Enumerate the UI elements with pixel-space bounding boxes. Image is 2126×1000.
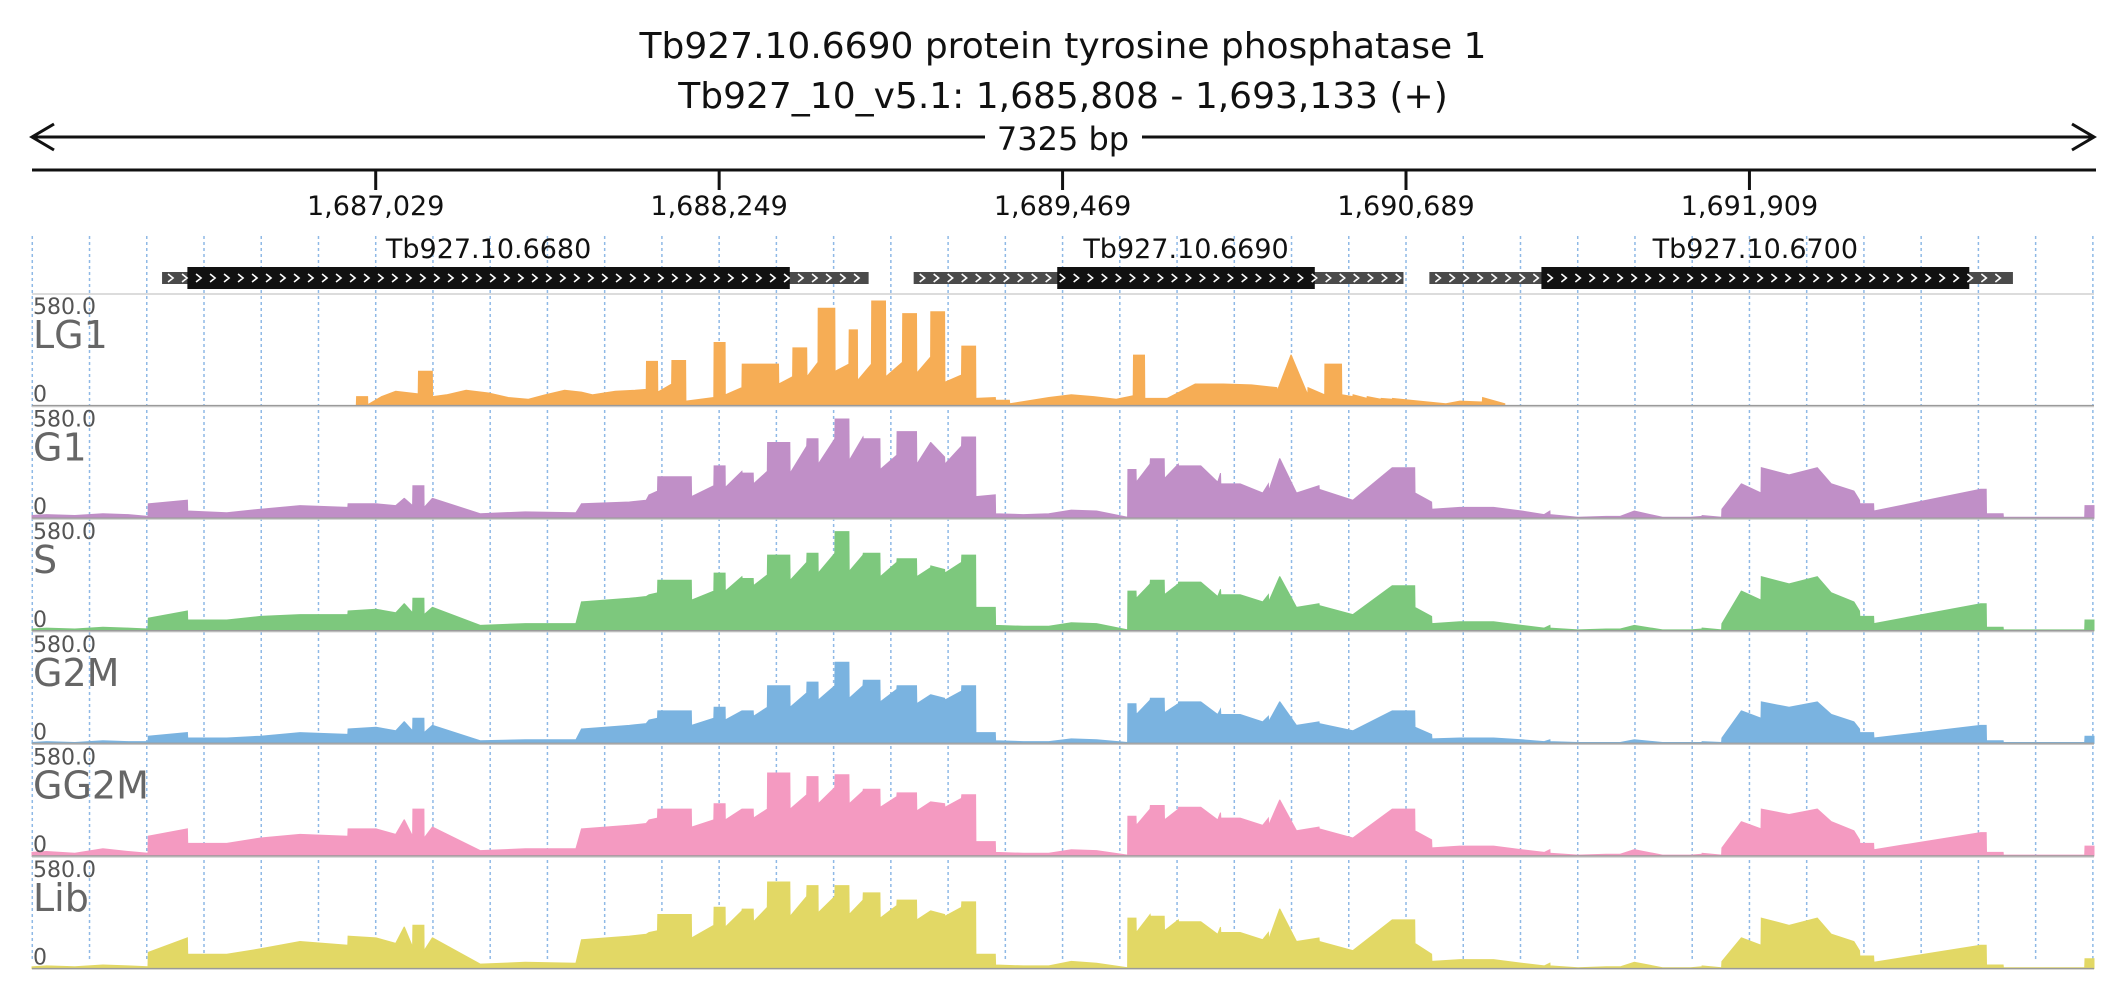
track-scale-max: 580.0: [33, 858, 96, 883]
tick-label: 1,689,469: [994, 191, 1131, 222]
coverage-area-g2m: [31, 661, 2095, 744]
track-label: G1: [33, 426, 87, 470]
coverage-area-s: [31, 531, 2095, 632]
strand-arrows-icon: [1434, 273, 2002, 283]
gene-annotations: Tb927.10.6680 Tb927.10.6690 Tb927.10.6700: [162, 234, 2013, 289]
coverage-area-g1: [31, 418, 2095, 519]
track-scale-min: 0: [33, 608, 47, 633]
track-scale-min: 0: [33, 383, 47, 408]
span-arrow-left-icon: [29, 122, 55, 152]
gene-label: Tb927.10.6690: [1082, 234, 1288, 265]
chart-subtitle: Tb927_10_v5.1: 1,685,808 - 1,693,133 (+): [677, 76, 1448, 117]
track-scale-min: 0: [33, 495, 47, 520]
gene-label: Tb927.10.6700: [1652, 234, 1858, 265]
tick-label: 1,690,689: [1337, 191, 1474, 222]
tick-label: 1,691,909: [1681, 191, 1818, 222]
coverage-area-lg1: [355, 300, 1506, 407]
track-label: GG2M: [33, 763, 149, 807]
gene-label: Tb927.10.6680: [385, 234, 591, 265]
coverage-area-lib: [31, 881, 2095, 970]
track-label: LG1: [33, 313, 108, 357]
tick-label: 1,688,249: [650, 191, 787, 222]
coverage-area-gg2m: [31, 772, 2095, 857]
track-scale-min: 0: [33, 833, 47, 858]
gene-cds: [187, 267, 790, 289]
gene-cds: [1057, 267, 1315, 289]
axis-ticks: 1,687,029 1,688,249 1,689,469 1,690,689 1,69…: [307, 170, 1818, 222]
gene-cds: [1541, 267, 1970, 289]
tick-label: 1,687,029: [307, 191, 444, 222]
track-scale-max: 580.0: [33, 633, 96, 658]
track-scale-max: 580.0: [33, 520, 96, 545]
track-label: G2M: [33, 651, 119, 695]
span-arrow-right-icon: [2071, 122, 2097, 152]
track-scale-min: 0: [33, 946, 47, 971]
track-label: S: [33, 538, 57, 582]
track-label: Lib: [33, 876, 89, 920]
chart-title: Tb927.10.6690 protein tyrosine phosphata…: [639, 26, 1487, 67]
track-scale-min: 0: [33, 720, 47, 745]
strand-arrows-icon: [167, 273, 861, 283]
track-scale-max: 580.0: [33, 295, 96, 320]
strand-arrows-icon: [919, 273, 1402, 283]
track-scale-max: 580.0: [33, 745, 96, 770]
span-label: 7325 bp: [997, 120, 1129, 158]
span-ruler: 7325 bp: [29, 120, 2097, 158]
track-scale-max: 580.0: [33, 408, 96, 433]
coverage-tracks: 580.00LG1580.00G1580.00S580.00G2M580.00G…: [31, 293, 2095, 971]
